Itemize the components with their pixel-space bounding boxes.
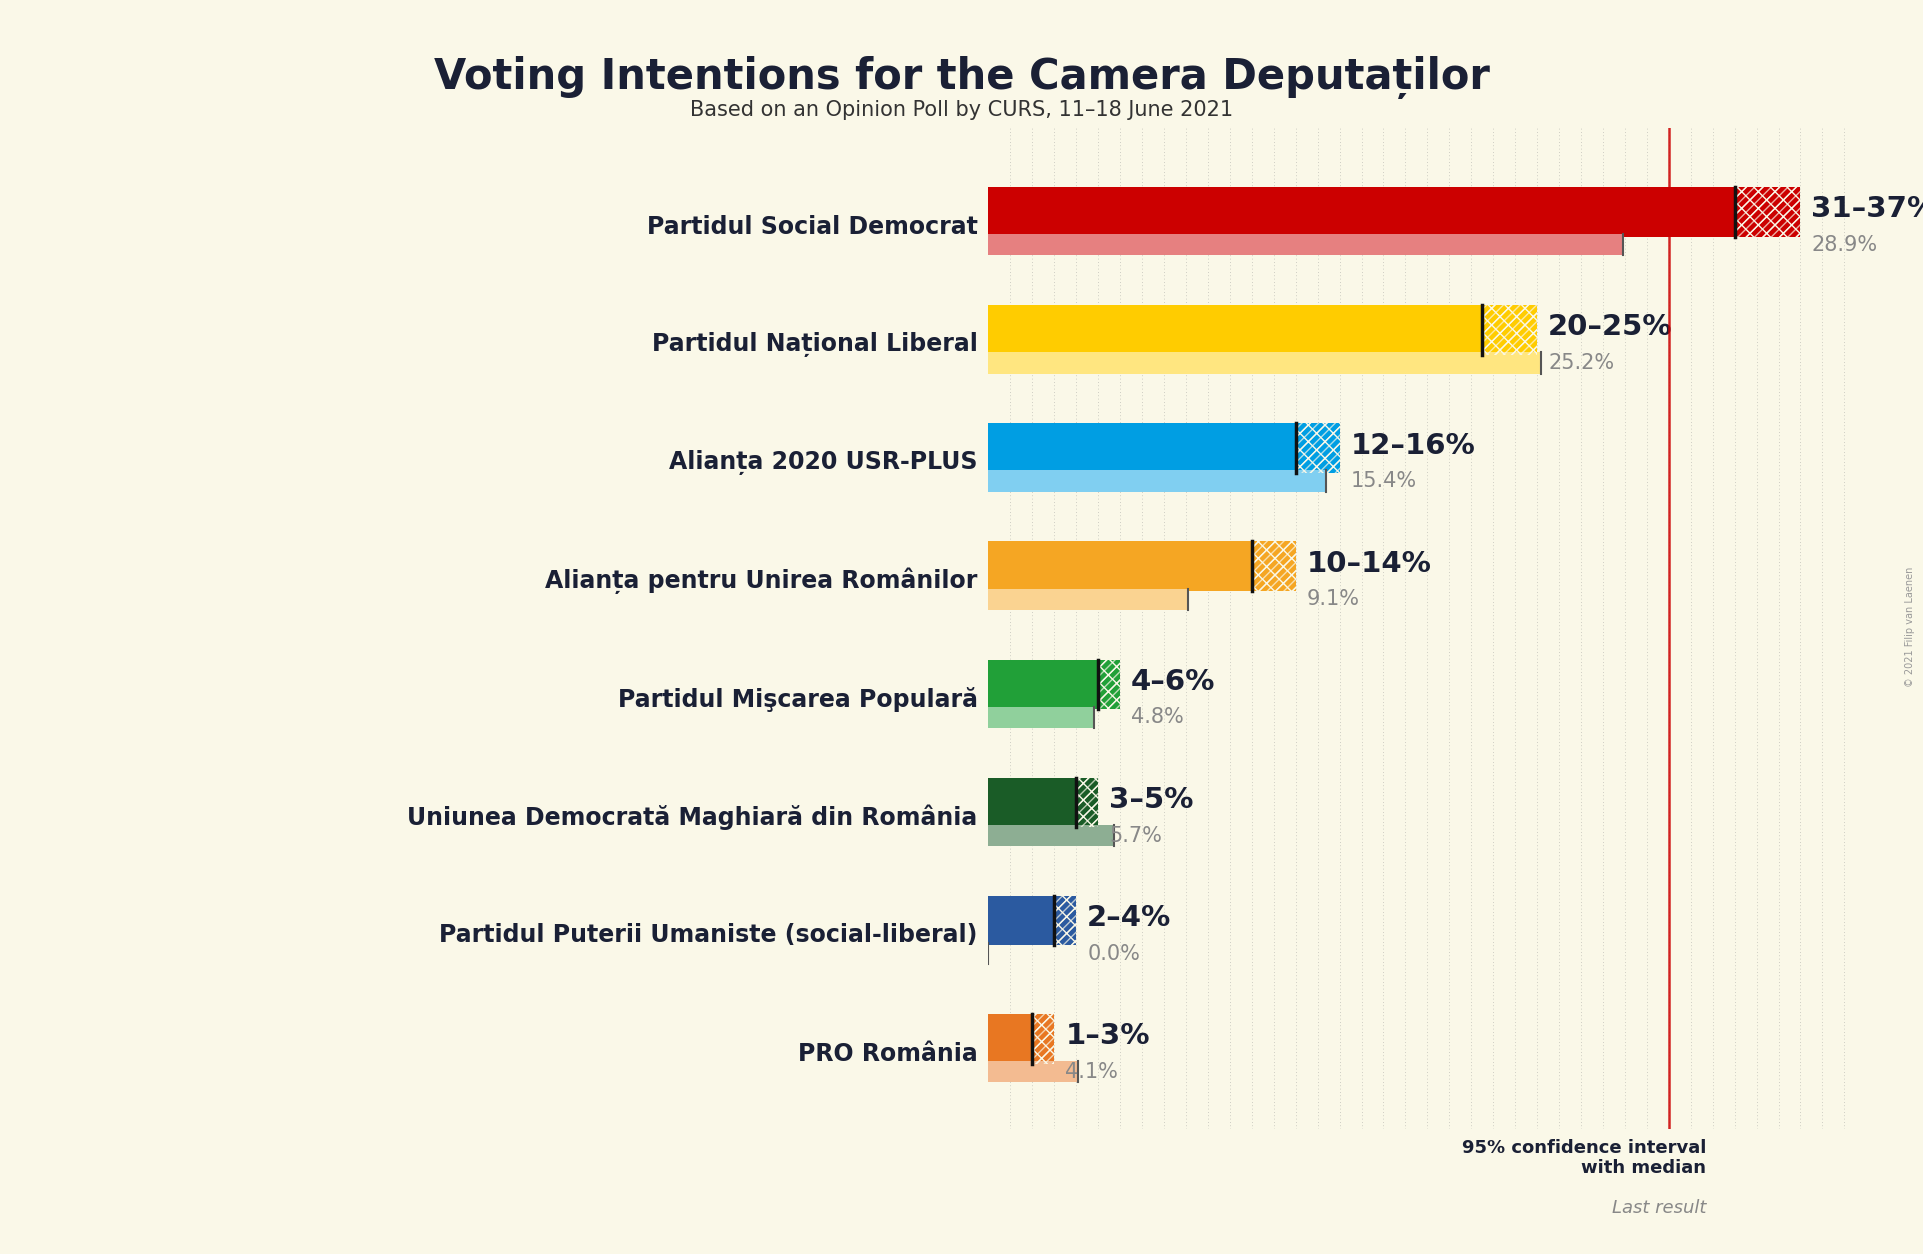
Text: Last result: Last result [1611, 1199, 1706, 1216]
Bar [988, 707, 1094, 729]
Text: 15.4%: 15.4% [1350, 472, 1417, 492]
Bar [1483, 305, 1536, 355]
Bar [1077, 777, 1098, 828]
Bar [1296, 423, 1340, 473]
Bar [988, 305, 1483, 355]
Bar [1296, 423, 1340, 473]
Text: Uniunea Democrată Maghiară din România: Uniunea Democrată Maghiară din România [408, 805, 977, 830]
Bar [988, 895, 1054, 946]
Text: 28.9%: 28.9% [1811, 234, 1877, 255]
Text: 5.7%: 5.7% [1110, 825, 1161, 845]
Bar [988, 423, 1296, 473]
Bar [1813, 1139, 1833, 1178]
Text: Partidul Puterii Umaniste (social-liberal): Partidul Puterii Umaniste (social-libera… [438, 923, 977, 948]
Bar [1098, 660, 1121, 709]
Bar [1779, 1139, 1813, 1178]
Text: 4.1%: 4.1% [1065, 1062, 1117, 1082]
Bar [1077, 777, 1098, 828]
Bar [1033, 1014, 1054, 1063]
Text: 3–5%: 3–5% [1110, 786, 1194, 814]
Bar [1713, 1195, 1833, 1220]
Text: Partidul Social Democrat: Partidul Social Democrat [646, 214, 977, 238]
Bar [1735, 187, 1800, 237]
Bar [1252, 542, 1296, 591]
Bar [1779, 1139, 1813, 1178]
Bar [988, 588, 1188, 609]
Bar [988, 234, 1623, 256]
Bar [1033, 1014, 1054, 1063]
Bar [988, 777, 1077, 828]
Bar [1098, 660, 1121, 709]
Text: 12–16%: 12–16% [1350, 431, 1475, 459]
Text: 2–4%: 2–4% [1086, 904, 1171, 932]
Text: Alianța pentru Unirea Românilor: Alianța pentru Unirea Românilor [544, 568, 977, 594]
Bar [988, 825, 1113, 846]
Bar [988, 1014, 1033, 1063]
Text: © 2021 Filip van Laenen: © 2021 Filip van Laenen [1904, 567, 1915, 687]
Bar [988, 1061, 1079, 1082]
Text: 4–6%: 4–6% [1131, 668, 1215, 696]
Bar [1483, 305, 1536, 355]
Text: PRO România: PRO România [798, 1042, 977, 1066]
Text: 10–14%: 10–14% [1308, 549, 1431, 578]
Text: Based on an Opinion Poll by CURS, 11–18 June 2021: Based on an Opinion Poll by CURS, 11–18 … [690, 100, 1233, 120]
Text: 4.8%: 4.8% [1131, 707, 1185, 727]
Text: 31–37%: 31–37% [1811, 196, 1923, 223]
Bar [1054, 895, 1077, 946]
Bar [1077, 777, 1098, 828]
Bar [988, 187, 1735, 237]
Bar [1252, 542, 1296, 591]
Text: Partidul Mişcarea Populară: Partidul Mişcarea Populară [617, 687, 977, 712]
Text: 1–3%: 1–3% [1065, 1022, 1150, 1051]
Text: 95% confidence interval
with median: 95% confidence interval with median [1461, 1139, 1706, 1178]
Bar [1054, 895, 1077, 946]
Bar [1483, 305, 1536, 355]
Bar [1779, 1139, 1813, 1178]
Text: Voting Intentions for the Camera Deputaților: Voting Intentions for the Camera Deputaț… [433, 56, 1490, 99]
Text: 0.0%: 0.0% [1086, 944, 1140, 963]
Bar [988, 542, 1252, 591]
Bar [1098, 660, 1121, 709]
Text: Partidul Național Liberal: Partidul Național Liberal [652, 332, 977, 357]
Text: 20–25%: 20–25% [1548, 314, 1673, 341]
Text: 25.2%: 25.2% [1548, 352, 1613, 372]
Text: 9.1%: 9.1% [1308, 589, 1360, 609]
Bar [988, 470, 1327, 492]
Bar [1779, 1139, 1813, 1178]
Bar [1252, 542, 1296, 591]
Bar [988, 660, 1098, 709]
Bar [1033, 1014, 1054, 1063]
Text: Alianța 2020 USR-PLUS: Alianța 2020 USR-PLUS [669, 450, 977, 475]
Bar [1713, 1139, 1779, 1178]
Bar [1296, 423, 1340, 473]
Bar [1054, 895, 1077, 946]
Bar [988, 352, 1542, 374]
Bar [1735, 187, 1800, 237]
Bar [1735, 187, 1800, 237]
